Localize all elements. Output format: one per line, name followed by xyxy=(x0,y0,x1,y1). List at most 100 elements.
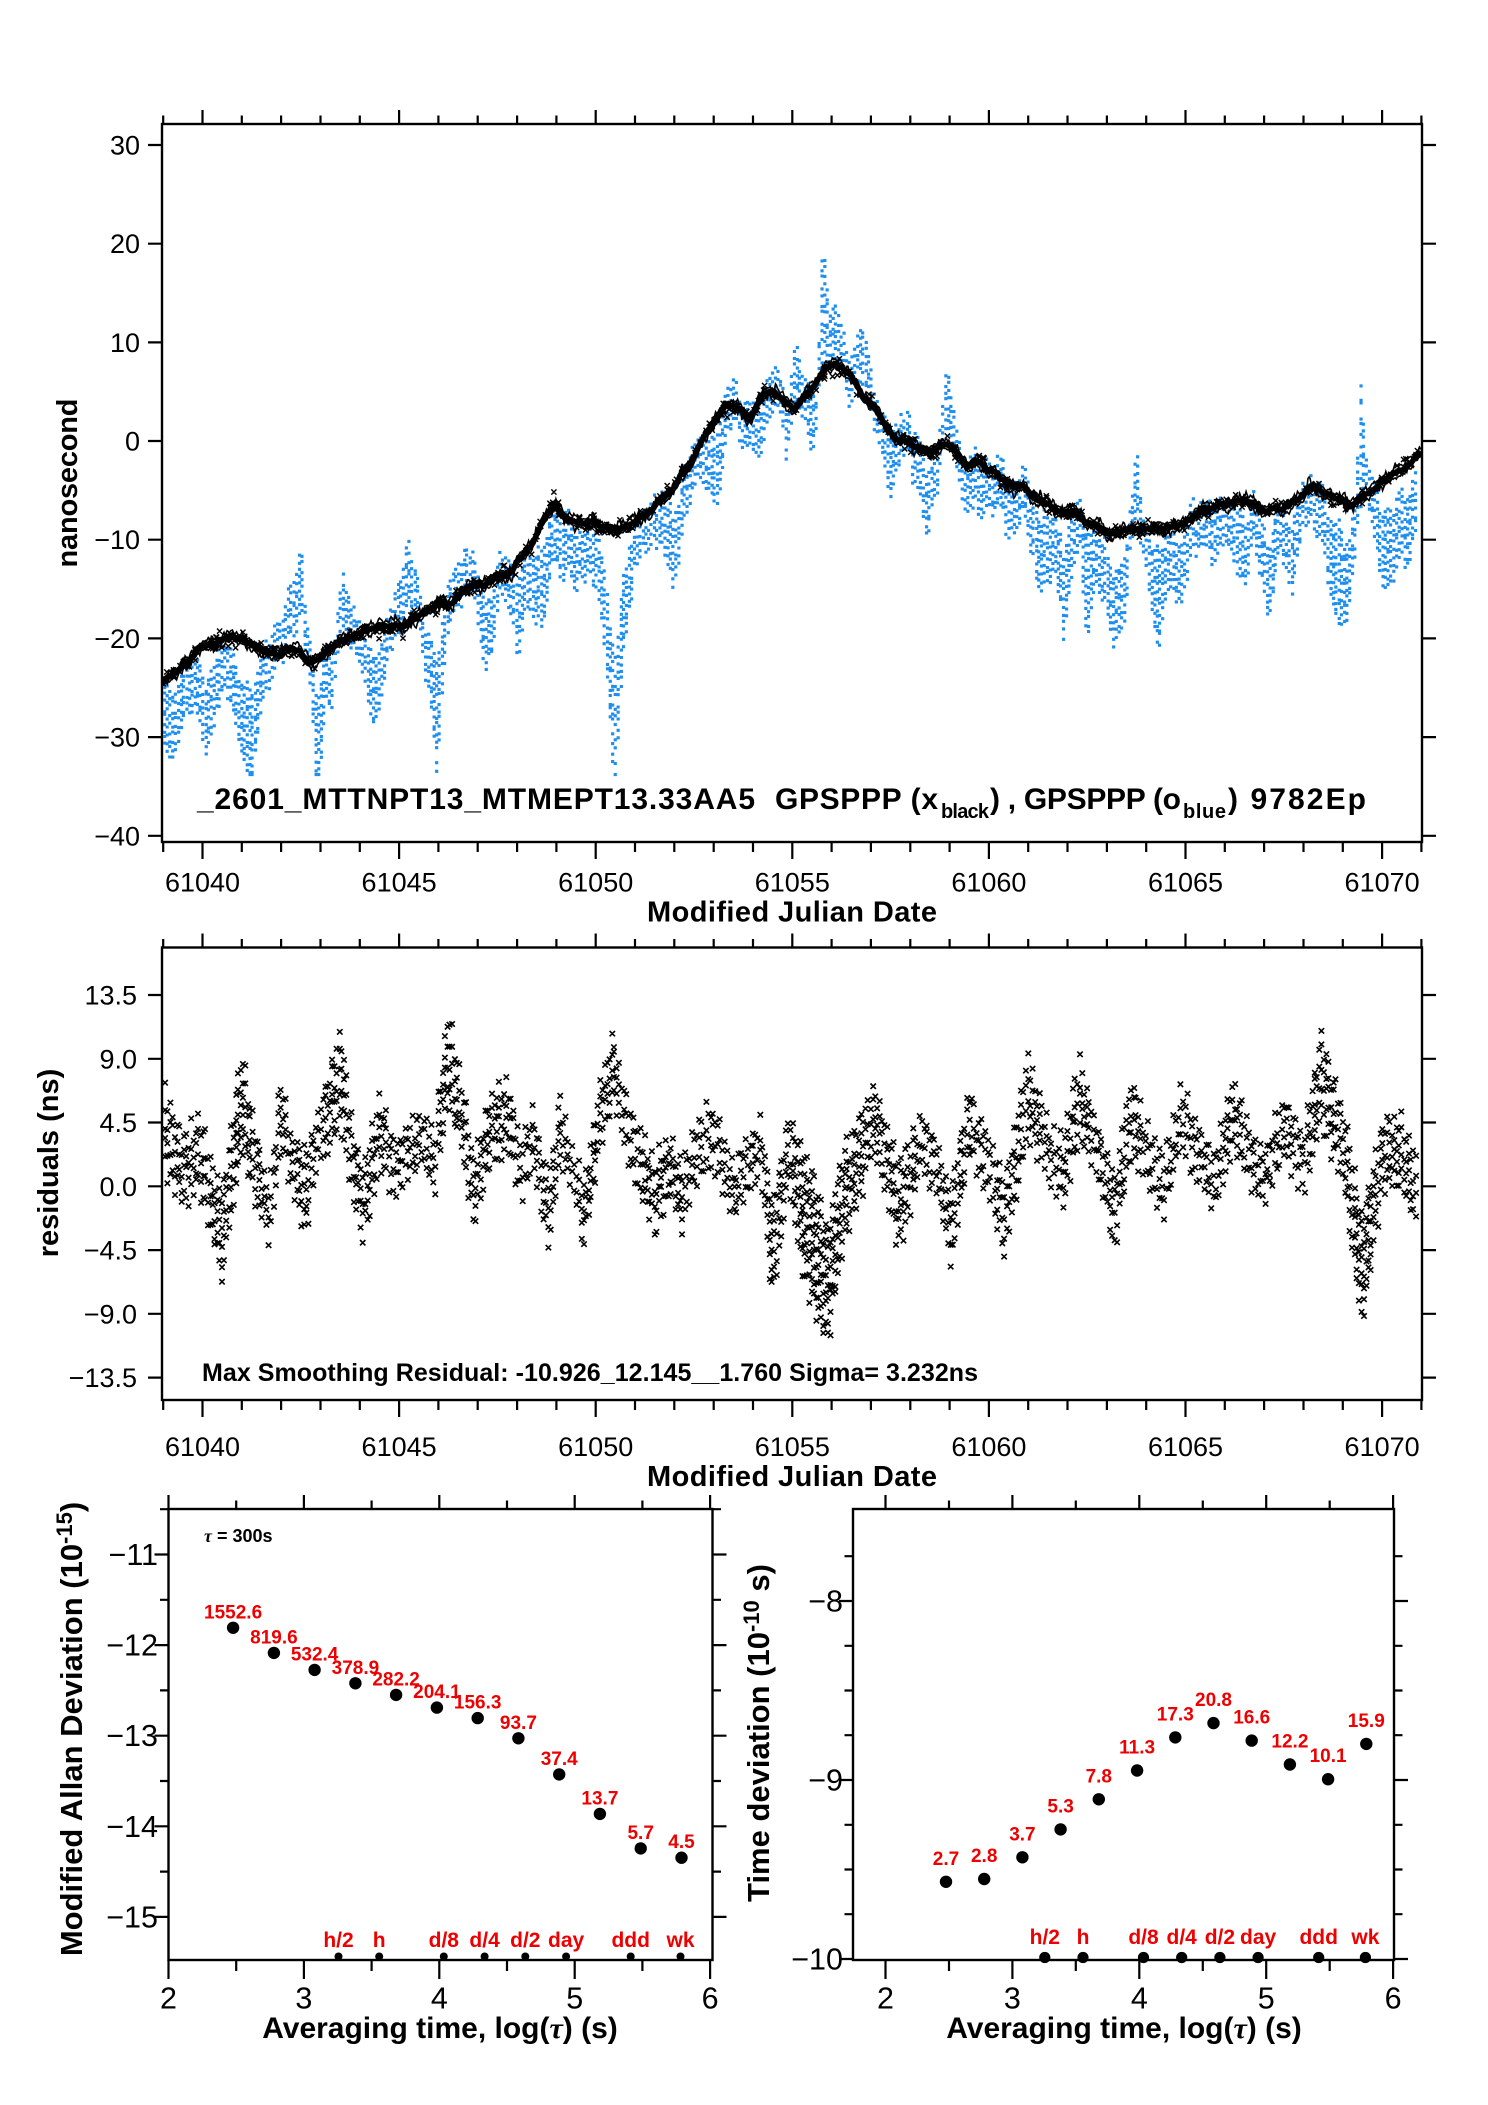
svg-text:11.3: 11.3 xyxy=(1119,1738,1155,1759)
svg-text:−9.0: −9.0 xyxy=(84,1299,137,1329)
svg-text:blue: blue xyxy=(1183,801,1226,823)
svg-text:61065: 61065 xyxy=(1148,868,1223,898)
svg-text:156.3: 156.3 xyxy=(454,1693,502,1714)
svg-text:−10: −10 xyxy=(791,1943,843,1977)
svg-text:4.5: 4.5 xyxy=(668,1832,695,1853)
svg-text:d/2: d/2 xyxy=(1205,1926,1235,1949)
svg-text:93.7: 93.7 xyxy=(500,1713,537,1734)
svg-text:residuals (ns): residuals (ns) xyxy=(33,1069,65,1258)
svg-text:13.7: 13.7 xyxy=(581,1788,618,1809)
svg-text:3: 3 xyxy=(295,1982,312,2016)
svg-text:2: 2 xyxy=(877,1982,894,2016)
svg-text:61050: 61050 xyxy=(558,1432,633,1462)
svg-text:−13: −13 xyxy=(106,1719,158,1753)
svg-text:4.5: 4.5 xyxy=(99,1108,137,1138)
svg-text:13.5: 13.5 xyxy=(84,981,137,1011)
svg-text:−12: −12 xyxy=(106,1629,158,1663)
svg-text:−4.5: −4.5 xyxy=(84,1236,137,1266)
svg-text:Averaging time, log(τ) (s): Averaging time, log(τ) (s) xyxy=(946,2012,1302,2045)
svg-text:16.6: 16.6 xyxy=(1233,1708,1270,1729)
svg-text:_2601_MTTNPT13_MTMEPT13.33AA5: _2601_MTTNPT13_MTMEPT13.33AA5 xyxy=(196,783,755,816)
svg-text:4: 4 xyxy=(1131,1982,1148,2016)
svg-text:h: h xyxy=(1077,1926,1090,1949)
svg-text:532.4: 532.4 xyxy=(291,1644,339,1665)
svg-text:61040: 61040 xyxy=(165,1432,240,1462)
svg-text:h: h xyxy=(373,1929,386,1952)
svg-text:12.2: 12.2 xyxy=(1271,1732,1308,1753)
svg-text:GPSPPP (x: GPSPPP (x xyxy=(775,783,938,816)
svg-text:3.7: 3.7 xyxy=(1009,1824,1035,1845)
svg-text:h/2: h/2 xyxy=(323,1929,353,1952)
svg-text:1552.6: 1552.6 xyxy=(204,1602,262,1623)
svg-text:d/8: d/8 xyxy=(429,1929,460,1952)
svg-text:61060: 61060 xyxy=(951,868,1026,898)
svg-text:10.1: 10.1 xyxy=(1310,1746,1347,1767)
svg-text:2.8: 2.8 xyxy=(971,1846,997,1867)
svg-text:10: 10 xyxy=(110,328,140,358)
svg-text:−9: −9 xyxy=(808,1764,843,1798)
svg-text:61050: 61050 xyxy=(558,868,633,898)
svg-text:−20: −20 xyxy=(94,624,140,654)
svg-text:−13.5: −13.5 xyxy=(69,1363,137,1393)
svg-text:7.8: 7.8 xyxy=(1086,1766,1112,1787)
svg-text:d/2: d/2 xyxy=(510,1929,540,1952)
svg-text:282.2: 282.2 xyxy=(372,1669,420,1690)
svg-text:d/4: d/4 xyxy=(469,1929,500,1952)
svg-text:61070: 61070 xyxy=(1345,1432,1420,1462)
svg-text:2: 2 xyxy=(160,1982,177,2016)
svg-text:0: 0 xyxy=(125,427,140,457)
svg-text:0.0: 0.0 xyxy=(99,1172,137,1202)
svg-text:61040: 61040 xyxy=(165,868,240,898)
svg-text:d/8: d/8 xyxy=(1128,1926,1159,1949)
svg-text:wk: wk xyxy=(665,1929,694,1952)
svg-text:−30: −30 xyxy=(94,723,140,753)
svg-text:61055: 61055 xyxy=(755,868,830,898)
svg-text:5.7: 5.7 xyxy=(627,1823,653,1844)
svg-text:61055: 61055 xyxy=(755,1432,830,1462)
svg-text:819.6: 819.6 xyxy=(250,1627,298,1648)
svg-text:3: 3 xyxy=(1004,1982,1021,2016)
svg-text:61060: 61060 xyxy=(951,1432,1026,1462)
svg-text:2.7: 2.7 xyxy=(933,1849,959,1870)
svg-text:30: 30 xyxy=(110,131,140,161)
svg-text:Max Smoothing Residual: -10.92: Max Smoothing Residual: -10.926_12.145__… xyxy=(202,1359,978,1387)
svg-text:15.9: 15.9 xyxy=(1348,1711,1385,1732)
svg-text:Modified Allan Deviation (10-1: Modified Allan Deviation (10-15) xyxy=(52,1502,89,1956)
svg-text:17.3: 17.3 xyxy=(1157,1704,1194,1725)
svg-text:4: 4 xyxy=(431,1982,448,2016)
svg-text:6: 6 xyxy=(1385,1982,1402,2016)
svg-text:5: 5 xyxy=(1258,1982,1275,2016)
svg-text:ddd: ddd xyxy=(1299,1926,1337,1949)
svg-text:−15: −15 xyxy=(106,1900,158,1934)
svg-text:−40: −40 xyxy=(94,821,140,851)
svg-text:61045: 61045 xyxy=(362,1432,437,1462)
svg-text:5.3: 5.3 xyxy=(1047,1796,1073,1817)
svg-text:) , GPSPPP (o: ) , GPSPPP (o xyxy=(990,783,1181,816)
svg-text:) 9782Ep: ) 9782Ep xyxy=(1228,783,1366,816)
svg-text:61045: 61045 xyxy=(362,868,437,898)
svg-text:204.1: 204.1 xyxy=(413,1682,461,1703)
svg-text:−14: −14 xyxy=(106,1810,158,1844)
svg-text:20: 20 xyxy=(110,229,140,259)
svg-text:5: 5 xyxy=(566,1982,583,2016)
svg-text:wk: wk xyxy=(1350,1926,1379,1949)
svg-text:−8: −8 xyxy=(808,1585,843,1619)
svg-text:τ = 300s: τ = 300s xyxy=(204,1526,273,1546)
svg-text:9.0: 9.0 xyxy=(99,1044,137,1074)
svg-text:37.4: 37.4 xyxy=(541,1749,578,1770)
svg-text:378.9: 378.9 xyxy=(332,1658,380,1679)
svg-text:day: day xyxy=(1240,1926,1277,1949)
svg-text:Modified Julian Date: Modified Julian Date xyxy=(647,1461,937,1493)
svg-text:−10: −10 xyxy=(94,525,140,555)
svg-text:h/2: h/2 xyxy=(1030,1926,1060,1949)
svg-text:black: black xyxy=(941,801,990,823)
svg-text:−11: −11 xyxy=(109,1538,158,1572)
svg-text:Averaging time, log(τ) (s): Averaging time, log(τ) (s) xyxy=(262,2012,618,2045)
svg-text:Modified Julian Date: Modified Julian Date xyxy=(647,897,937,929)
svg-text:nanosecond: nanosecond xyxy=(52,399,84,568)
svg-text:20.8: 20.8 xyxy=(1195,1690,1232,1711)
svg-text:d/4: d/4 xyxy=(1167,1926,1198,1949)
svg-text:61070: 61070 xyxy=(1345,868,1420,898)
svg-text:day: day xyxy=(548,1929,585,1952)
svg-text:6: 6 xyxy=(702,1982,719,2016)
